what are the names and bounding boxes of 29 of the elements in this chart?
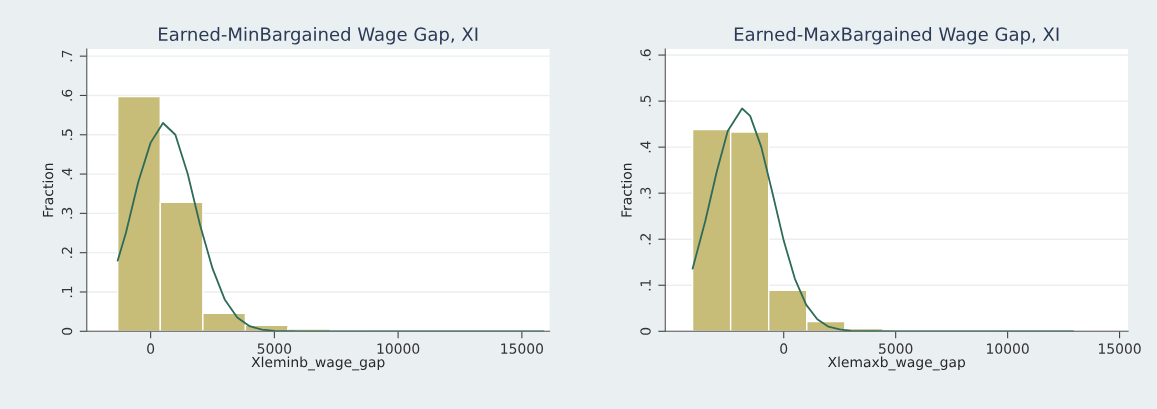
- chart-title: Earned-MaxBargained Wage Gap, XI: [734, 27, 1059, 45]
- y-tick-label: 0: [61, 327, 73, 335]
- x-axis-title: Xlemaxb_wage_gap: [827, 356, 966, 371]
- y-tick-label: .7: [61, 50, 73, 62]
- y-tick-label: .4: [61, 168, 73, 180]
- x-tick-label: 0: [780, 343, 788, 354]
- y-axis-title: Fraction: [621, 163, 632, 217]
- y-tick-label: .1: [61, 286, 73, 298]
- y-tick-label: 0: [640, 327, 651, 335]
- x-tick-label: 0: [147, 343, 155, 354]
- y-tick-label: .6: [640, 49, 651, 61]
- x-tick-label: 5000: [257, 343, 292, 354]
- y-tick-label: .3: [640, 187, 651, 199]
- y-tick-label: .3: [61, 207, 73, 219]
- x-tick-label: 15000: [1099, 343, 1141, 354]
- y-tick-label: .1: [640, 279, 651, 291]
- y-axis-title: Fraction: [42, 163, 54, 217]
- x-tick-label: 10000: [377, 343, 420, 354]
- x-tick-label: 5000: [879, 343, 913, 354]
- x-axis-title: Xleminb_wage_gap: [251, 356, 385, 371]
- y-tick-label: .5: [640, 95, 651, 107]
- y-tick-label: .6: [61, 89, 73, 101]
- y-tick-label: .2: [640, 233, 651, 245]
- chart-title: Earned-MinBargained Wage Gap, XI: [159, 27, 478, 45]
- y-tick-label: .4: [640, 141, 651, 153]
- y-tick-label: .5: [61, 129, 73, 140]
- x-tick-label: 15000: [501, 343, 544, 354]
- x-tick-label: 10000: [987, 343, 1029, 354]
- y-tick-label: .2: [61, 247, 73, 258]
